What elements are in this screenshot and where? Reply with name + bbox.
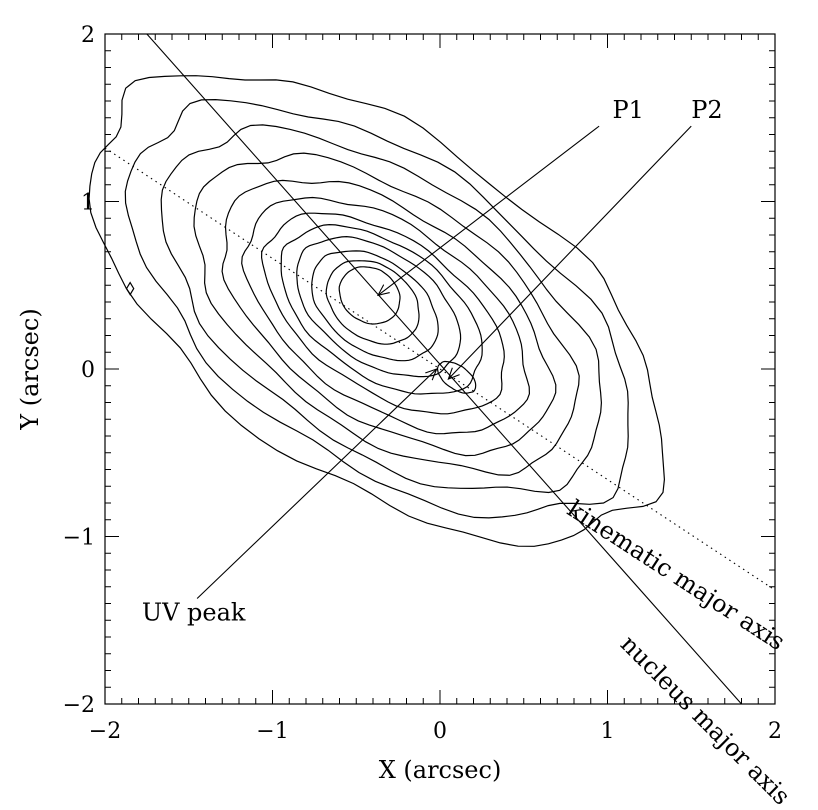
contour-level-1	[88, 75, 666, 547]
annotation-uv-peak: UV peak	[142, 598, 246, 626]
x-tick-label: −1	[256, 719, 288, 744]
contour-level-4	[193, 152, 580, 476]
contour-level-3	[160, 124, 603, 494]
contour-levels	[88, 75, 666, 547]
annotation-p1: P1	[613, 96, 644, 124]
x-tick-label: 0	[433, 719, 447, 744]
contour-level-5	[221, 179, 557, 457]
contour-level-7	[260, 212, 505, 415]
contour-level-10	[311, 250, 439, 362]
y-axis-label: Y (arcsec)	[16, 308, 44, 430]
y-tick-label: 1	[81, 191, 95, 216]
P1-pointer-line	[378, 125, 600, 295]
kinematic-major-axis-line	[105, 147, 775, 591]
diamond-marker	[125, 281, 135, 296]
axis-lines	[105, 34, 775, 704]
tick-labels: −2 −1 0 1 2 −2 −1 0 1 2	[63, 23, 782, 744]
contour-level-6	[241, 196, 531, 435]
annotation-kinematic-major-axis: kinematic major axis	[562, 495, 790, 656]
contour-level-9	[296, 235, 462, 378]
contour-level-2	[124, 98, 629, 519]
x-axis-label: X (arcsec)	[379, 756, 502, 784]
secondary-peak-contour	[436, 360, 477, 394]
y-tick-label: −2	[63, 693, 95, 718]
contour-level-11	[325, 260, 420, 345]
annotation-p2: P2	[691, 96, 722, 124]
y-tick-label: −1	[63, 526, 95, 551]
contour-level-12	[338, 266, 401, 325]
P2-pointer-line	[448, 125, 692, 379]
x-tick-label: 2	[768, 719, 782, 744]
x-tick-label: 1	[601, 719, 615, 744]
y-tick-label: 0	[81, 358, 95, 383]
UV-peak-pointer-line	[196, 369, 437, 599]
nucleus-major-axis-line	[146, 34, 742, 704]
contour-level-8	[280, 223, 483, 395]
y-tick-label: 2	[81, 23, 95, 48]
tick-marks	[104, 33, 776, 705]
x-tick-label: −2	[89, 719, 121, 744]
